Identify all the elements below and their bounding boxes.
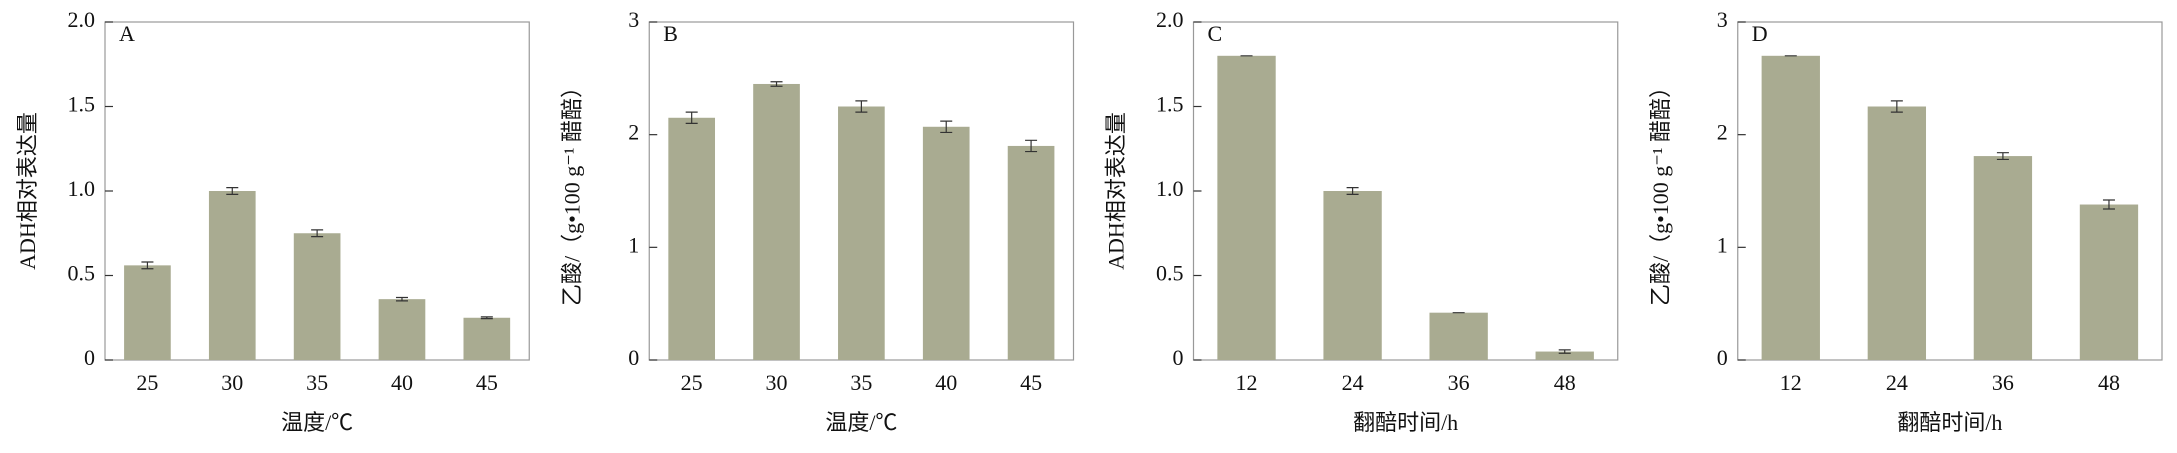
error-bar <box>395 296 408 302</box>
bar <box>753 83 800 360</box>
bar <box>2079 204 2139 360</box>
y-tick-label: 2.0 <box>1156 7 1184 32</box>
x-tick-label: 45 <box>476 370 498 395</box>
x-tick-label: 12 <box>1780 370 1802 395</box>
y-axis-label: ADH相对表达量 <box>1104 112 1129 270</box>
x-tick-label: 40 <box>391 370 413 395</box>
x-tick-label: 30 <box>221 370 243 395</box>
bar <box>922 126 970 360</box>
error-bar <box>1346 187 1359 195</box>
x-tick-label: 24 <box>1342 370 1364 395</box>
y-tick-label: 1.5 <box>1156 92 1184 117</box>
error-bar <box>770 81 783 87</box>
plot-frame <box>1737 21 2163 361</box>
y-tick-label: 2 <box>1717 120 1728 145</box>
bar <box>1429 312 1488 360</box>
error-bar <box>855 100 868 113</box>
panel-label: D <box>1752 21 1768 46</box>
error-bar <box>480 316 493 320</box>
y-tick-label: 0.5 <box>1156 261 1184 286</box>
x-tick-label: 36 <box>1448 370 1470 395</box>
bar <box>1217 55 1276 361</box>
y-tick-label: 1 <box>628 232 639 257</box>
x-axis-label: 温度/℃ <box>825 410 897 435</box>
bar <box>668 117 716 361</box>
y-axis-label: 乙酸/（g•100 g⁻¹ 醋醅） <box>1648 76 1673 306</box>
bar <box>293 233 341 360</box>
y-tick-label: 0 <box>1717 345 1728 370</box>
y-tick-label: 3 <box>628 7 639 32</box>
x-tick-label: 48 <box>1554 370 1576 395</box>
bar <box>1761 55 1820 361</box>
x-tick-label: 30 <box>766 370 788 395</box>
bar <box>1973 156 2033 360</box>
bar <box>124 265 171 360</box>
bar <box>1535 351 1594 360</box>
y-tick-label: 3 <box>1717 7 1728 32</box>
y-tick-label: 0.5 <box>68 261 96 286</box>
error-bar <box>1890 100 1903 113</box>
x-tick-label: 24 <box>1886 370 1908 395</box>
x-tick-label: 35 <box>306 370 328 395</box>
bar <box>378 299 426 360</box>
y-tick-label: 2 <box>628 120 639 145</box>
panel-label: B <box>663 21 678 46</box>
y-tick-label: 0 <box>628 345 639 370</box>
error-bar <box>141 261 154 270</box>
error-bar <box>1558 349 1571 354</box>
error-bar <box>311 229 324 238</box>
x-axis-label: 翻醅时间/h <box>1897 410 2002 435</box>
x-tick-label: 36 <box>1992 370 2014 395</box>
y-tick-label: 0 <box>1173 345 1184 370</box>
error-bar <box>226 187 239 195</box>
bar <box>1323 191 1382 360</box>
x-tick-label: 25 <box>681 370 703 395</box>
error-bar <box>685 111 698 124</box>
y-tick-label: 2.0 <box>68 7 96 32</box>
bar <box>1007 145 1055 360</box>
error-bar <box>1996 152 2009 161</box>
error-bar <box>1025 139 1038 153</box>
x-tick-label: 45 <box>1020 370 1042 395</box>
bar <box>208 191 256 360</box>
y-tick-label: 1.5 <box>68 92 96 117</box>
bar <box>1867 106 1927 360</box>
y-tick-label: 1.0 <box>1156 176 1184 201</box>
y-tick-label: 0 <box>84 345 95 370</box>
bar <box>838 106 885 360</box>
error-bar <box>2102 199 2115 210</box>
panel-label: C <box>1208 21 1223 46</box>
error-bar <box>940 120 953 134</box>
y-axis-label: 乙酸/（g•100 g⁻¹ 醋醅） <box>559 76 584 306</box>
x-tick-label: 25 <box>136 370 158 395</box>
x-tick-label: 35 <box>850 370 872 395</box>
y-axis-label: ADH相对表达量 <box>15 112 40 270</box>
y-tick-label: 1.0 <box>68 176 96 201</box>
y-tick-label: 1 <box>1717 232 1728 257</box>
x-tick-label: 12 <box>1236 370 1258 395</box>
x-tick-label: 40 <box>935 370 957 395</box>
x-tick-label: 48 <box>2098 370 2120 395</box>
bar <box>463 317 511 360</box>
x-axis-label: 温度/℃ <box>281 410 353 435</box>
panel-label: A <box>119 21 135 46</box>
x-axis-label: 翻醅时间/h <box>1353 410 1458 435</box>
